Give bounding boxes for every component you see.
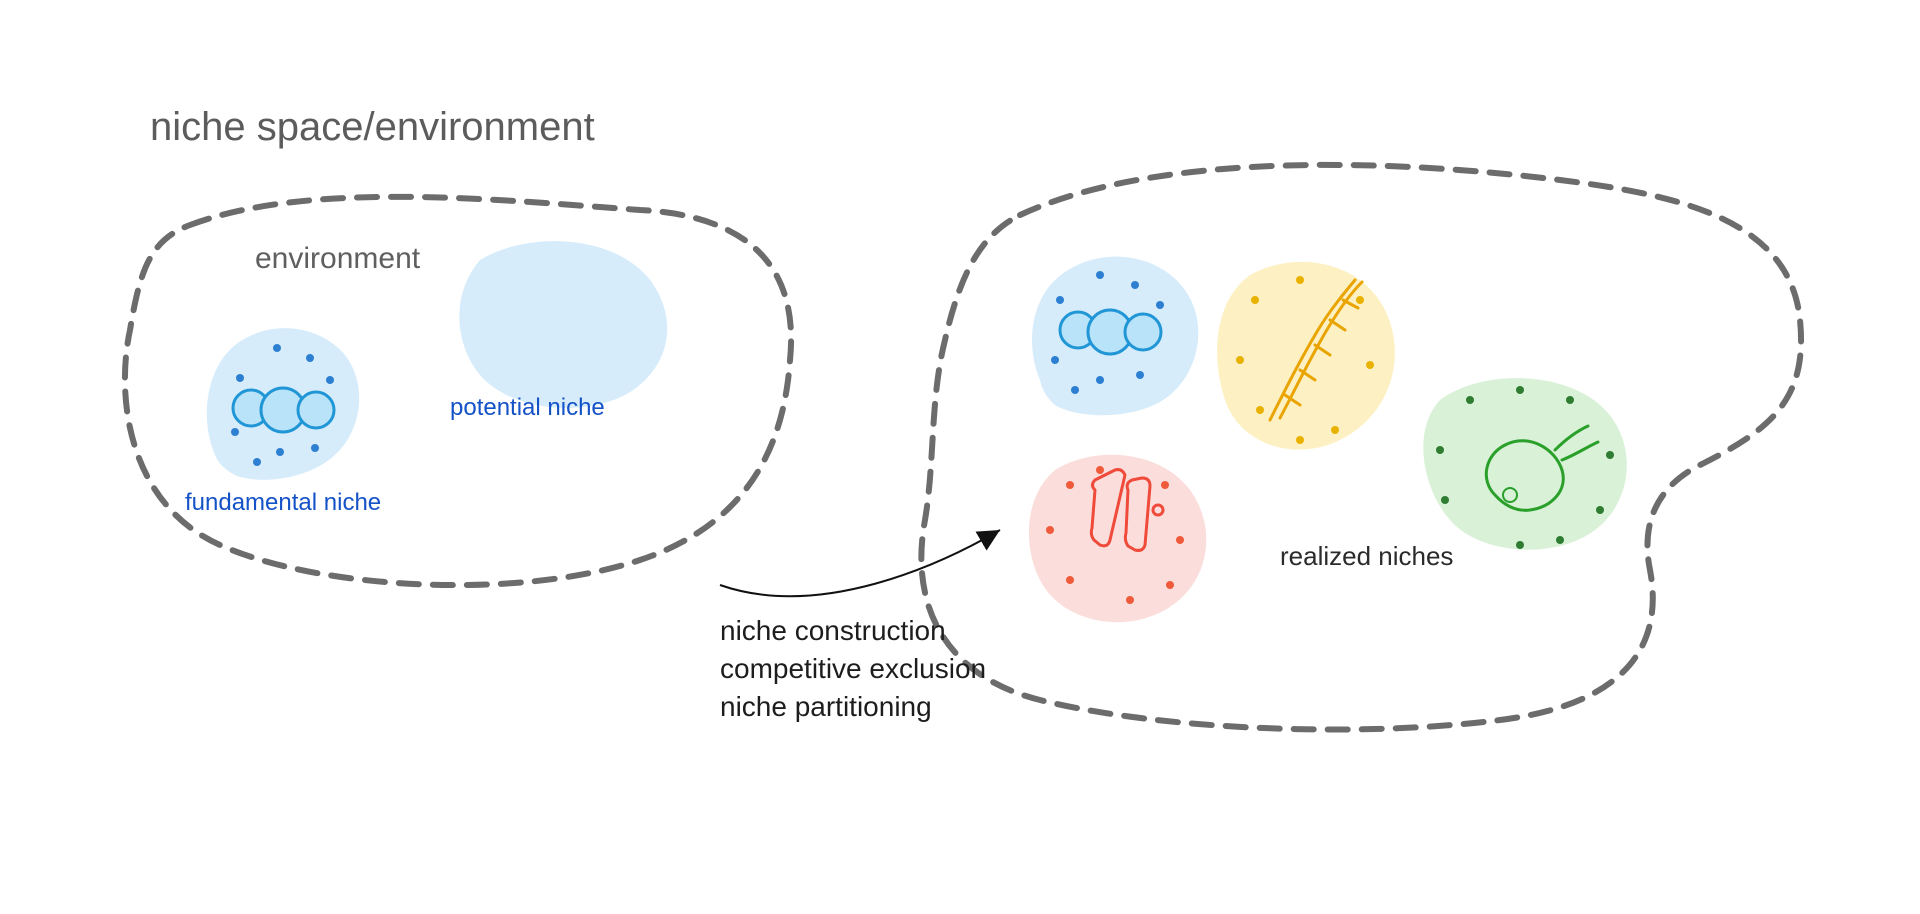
arrow-labels: niche construction competitive exclusion n…: [720, 615, 986, 722]
transition-arrow-icon: [720, 530, 1000, 596]
right-environment-outline: [921, 165, 1801, 730]
arrow-label-line: niche partitioning: [720, 691, 932, 722]
fundamental-niche-label: fundamental niche: [185, 489, 381, 516]
potential-niche-blob: [459, 241, 667, 408]
realized-niche-green-blob: [1423, 378, 1626, 550]
realized-niche-yellow-blob: [1217, 262, 1395, 450]
environment-label: environment: [255, 242, 421, 275]
cocci-cells-right-icon: [1060, 310, 1161, 354]
realized-niches-label: realized niches: [1280, 541, 1453, 571]
potential-niche-label: potential niche: [450, 394, 605, 421]
arrow-label-line: niche construction: [720, 615, 946, 646]
cocci-cells-left-icon: [233, 388, 334, 432]
diagram-title: niche space/environment: [150, 105, 595, 149]
arrow-label-line: competitive exclusion: [720, 653, 986, 684]
